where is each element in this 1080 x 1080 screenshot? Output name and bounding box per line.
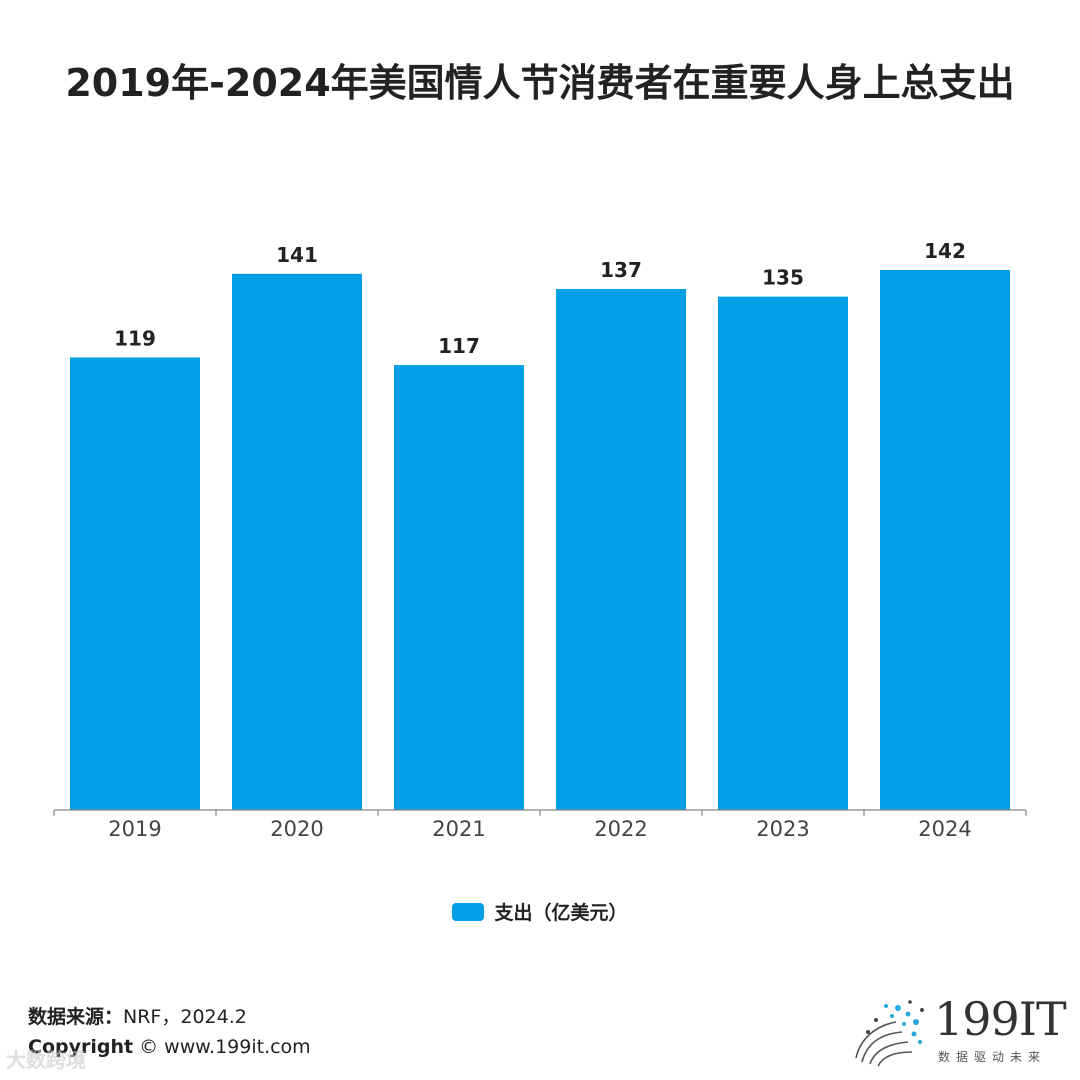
legend-label: 支出（亿美元） xyxy=(494,902,628,924)
value-label-2019: 119 xyxy=(114,326,156,350)
value-label-2023: 135 xyxy=(762,266,804,290)
chart-title: 2019年-2024年美国情人节消费者在重要人身上总支出 xyxy=(65,61,1015,105)
logo-text: 199IT xyxy=(934,992,1067,1046)
logo: 199IT 数据驱动未来 xyxy=(848,992,1068,1070)
tick-label-2020: 2020 xyxy=(270,817,323,841)
bar-2019 xyxy=(70,357,200,810)
tick-label-2024: 2024 xyxy=(918,817,971,841)
watermark: 大数跨境 xyxy=(6,1048,86,1072)
bar-2020 xyxy=(232,273,362,810)
copyright-value: © www.199it.com xyxy=(139,1036,311,1058)
value-label-2020: 141 xyxy=(276,243,318,267)
value-label-2021: 117 xyxy=(438,334,480,358)
data-source: 数据来源：NRF，2024.2 xyxy=(28,1002,247,1029)
copyright: Copyright © www.199it.com xyxy=(28,1036,311,1058)
legend: 支出（亿美元） xyxy=(0,898,1080,925)
x-axis: 2019 2020 2021 2022 2023 2024 xyxy=(53,809,1027,841)
logo-dots-icon xyxy=(855,1000,924,1067)
value-label-2022: 137 xyxy=(600,258,642,282)
value-labels-group: 119 141 117 137 135 142 xyxy=(114,239,966,358)
bar-2023 xyxy=(718,296,848,810)
source-value: NRF，2024.2 xyxy=(123,1006,247,1028)
tick-label-2022: 2022 xyxy=(594,817,647,841)
copyright-label: Copyright xyxy=(28,1036,134,1058)
bars-group xyxy=(70,270,1010,810)
tick-label-2023: 2023 xyxy=(756,817,809,841)
bar-2021 xyxy=(394,365,524,810)
tick-label-2019: 2019 xyxy=(108,817,161,841)
tick-label-2021: 2021 xyxy=(432,817,485,841)
logo-subtitle: 数据驱动未来 xyxy=(938,1050,1047,1064)
source-label: 数据来源： xyxy=(28,1006,124,1028)
legend-swatch xyxy=(452,902,485,921)
bar-2022 xyxy=(556,289,686,810)
bar-2024 xyxy=(880,270,1010,810)
value-label-2024: 142 xyxy=(924,239,966,263)
